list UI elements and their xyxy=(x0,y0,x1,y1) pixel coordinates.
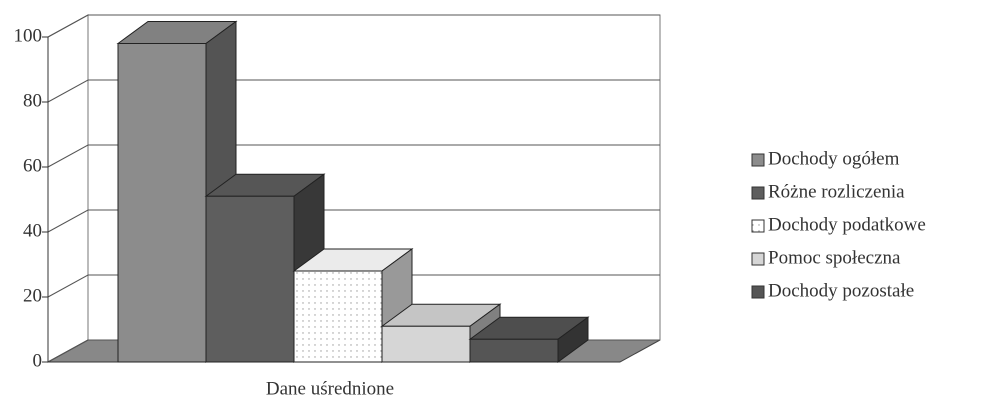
bar xyxy=(205,195,295,363)
grid-line xyxy=(47,144,660,168)
grid-line xyxy=(47,14,660,38)
legend-swatch xyxy=(751,153,765,167)
bar xyxy=(381,325,471,363)
legend-swatch xyxy=(751,219,765,233)
legend-label: Dochody ogółem xyxy=(768,148,900,169)
bar xyxy=(117,43,207,363)
grid-line xyxy=(47,274,660,298)
legend-swatch xyxy=(751,186,765,200)
legend-swatch xyxy=(751,252,765,266)
bar xyxy=(293,270,383,363)
y-tick-label: 60 xyxy=(23,155,42,176)
bar xyxy=(469,338,559,363)
side-wall xyxy=(47,14,89,363)
y-tick-label: 40 xyxy=(23,220,42,241)
x-tick-label: Dane uśrednione xyxy=(266,378,394,399)
legend-label: Różne rozliczenia xyxy=(768,181,905,202)
legend-label: Pomoc społeczna xyxy=(768,247,901,268)
legend-label: Dochody podatkowe xyxy=(768,214,926,235)
legend-swatch xyxy=(751,285,765,299)
grid-line xyxy=(47,209,660,233)
y-tick-label: 80 xyxy=(23,90,42,111)
y-tick-label: 20 xyxy=(23,285,42,306)
grid-line xyxy=(47,79,660,103)
y-tick-label: 100 xyxy=(14,25,43,46)
legend-label: Dochody pozostałe xyxy=(768,280,914,301)
y-tick-label: 0 xyxy=(33,350,43,371)
